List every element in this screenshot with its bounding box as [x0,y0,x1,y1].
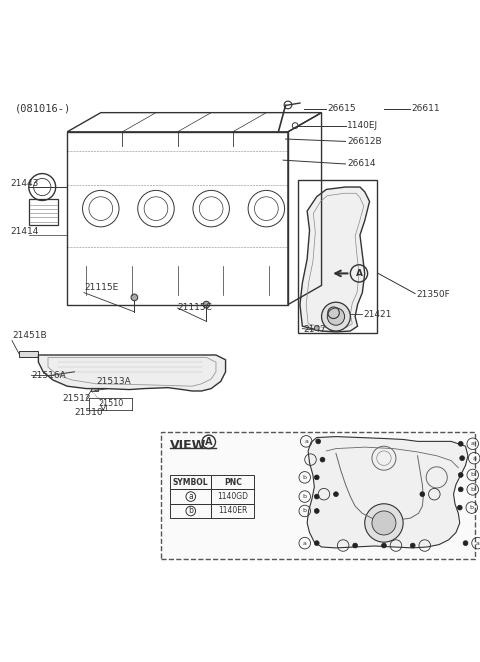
Text: a: a [309,457,312,462]
Text: 1140ER: 1140ER [218,506,248,516]
Circle shape [131,294,138,301]
Bar [170,489,211,504]
Bar [211,504,254,518]
Circle shape [382,543,386,548]
Text: 1140GD: 1140GD [217,492,248,501]
Bar [211,475,254,489]
Text: b: b [188,506,193,516]
Text: 21115C: 21115C [178,303,213,312]
Bar [211,489,254,504]
Text: (081016-): (081016-) [14,103,71,113]
Text: a: a [304,439,308,444]
Text: 21510: 21510 [98,399,124,408]
Text: b: b [303,508,307,514]
Bar [298,180,377,334]
Text: b: b [470,505,474,510]
Circle shape [327,308,345,325]
Bar [170,504,211,518]
Circle shape [203,301,210,308]
Circle shape [365,504,403,542]
Text: b: b [423,543,427,548]
Circle shape [320,457,325,462]
Text: 21512: 21512 [62,394,91,402]
Text: b: b [471,487,475,492]
Bar [29,199,58,226]
Text: a: a [394,543,398,548]
Text: b: b [303,494,307,499]
Text: SYMBOL: SYMBOL [173,478,209,487]
Polygon shape [307,436,468,548]
Circle shape [458,487,463,492]
Text: 26611: 26611 [412,105,440,113]
Text: a: a [472,455,476,461]
Text: 21516A: 21516A [31,371,66,379]
Circle shape [410,543,415,548]
Text: 26615: 26615 [328,105,357,113]
Text: b: b [432,492,436,496]
Text: b: b [303,475,307,480]
Circle shape [460,455,465,461]
Text: b: b [471,473,475,477]
Circle shape [463,541,468,545]
Text: 21414: 21414 [11,226,39,236]
Circle shape [74,363,84,373]
Circle shape [314,541,319,545]
Circle shape [334,492,338,496]
Polygon shape [300,187,370,332]
Circle shape [420,492,425,496]
Text: A: A [205,437,213,447]
Text: 21473: 21473 [304,324,332,334]
Text: 26612B: 26612B [347,137,382,146]
Text: 21510: 21510 [74,408,103,417]
Text: a: a [476,541,480,545]
Text: a: a [471,442,475,446]
Text: a: a [188,492,193,501]
Circle shape [314,508,319,513]
Circle shape [458,442,463,446]
Text: 1140EJ: 1140EJ [347,121,378,130]
Circle shape [372,511,396,535]
Circle shape [353,543,358,548]
Text: b: b [341,543,345,548]
Circle shape [322,303,350,331]
Text: PNC: PNC [224,478,242,487]
Circle shape [458,473,463,477]
Text: 21513A: 21513A [96,377,131,386]
Text: 21421: 21421 [364,310,392,318]
Polygon shape [38,355,226,391]
Bar [170,475,211,489]
Text: 26614: 26614 [347,160,375,169]
Circle shape [457,505,462,510]
Text: 21443: 21443 [11,179,39,188]
Circle shape [316,439,321,444]
Bar [91,386,98,391]
Text: 21115E: 21115E [84,283,118,292]
Circle shape [314,475,319,480]
Text: 21350F: 21350F [417,290,450,299]
Circle shape [314,494,319,499]
Bar [161,432,475,559]
Text: 21451B: 21451B [12,330,47,340]
Text: a: a [303,541,307,545]
Circle shape [314,326,319,330]
Bar [19,351,38,357]
Text: A: A [356,269,362,278]
Text: b: b [322,492,326,496]
Text: VIEW: VIEW [170,440,207,452]
